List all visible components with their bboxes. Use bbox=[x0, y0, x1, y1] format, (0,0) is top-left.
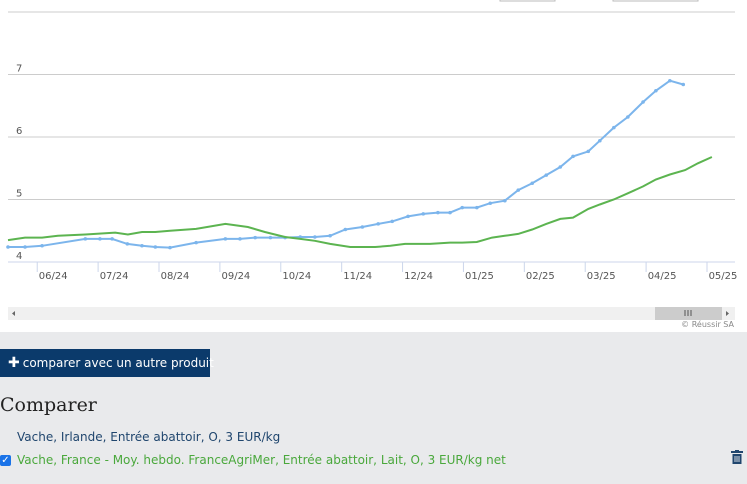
y-tick-label: 6 bbox=[16, 126, 22, 137]
x-tick-label: 09/24 bbox=[221, 271, 250, 282]
heading: Comparer bbox=[0, 394, 97, 416]
point bbox=[406, 214, 410, 219]
point bbox=[125, 242, 130, 246]
point bbox=[530, 181, 535, 186]
point bbox=[641, 100, 645, 104]
point bbox=[598, 138, 602, 143]
x-tick-label: 06/24 bbox=[39, 271, 68, 282]
point bbox=[153, 245, 158, 249]
point bbox=[238, 237, 242, 241]
credit: © Réussir SA bbox=[681, 319, 734, 329]
grip bbox=[684, 310, 692, 316]
point bbox=[168, 245, 172, 250]
point bbox=[390, 219, 395, 224]
point bbox=[586, 149, 591, 154]
x-tick-label: 01/25 bbox=[465, 271, 494, 282]
input-box[interactable] bbox=[499, 0, 556, 2]
compare-item[interactable]: Vache, France - Moy. hebdo. FranceAgriMe… bbox=[17, 453, 506, 467]
point bbox=[360, 225, 365, 229]
chart: © Réussir SA 4 5 6 7 06/24 07/24 08/24 09/24 10/… bbox=[0, 0, 747, 332]
point bbox=[83, 237, 88, 241]
point bbox=[98, 237, 102, 241]
x-tick-label: 02/25 bbox=[526, 271, 555, 282]
x-tick-label: 08/24 bbox=[161, 271, 190, 282]
x-tick-label: 07/24 bbox=[100, 271, 129, 282]
point bbox=[460, 205, 465, 210]
point bbox=[110, 237, 114, 241]
point bbox=[23, 245, 27, 249]
series-line bbox=[7, 156, 713, 248]
point bbox=[488, 201, 493, 206]
series-line bbox=[8, 79, 684, 249]
point bbox=[268, 235, 273, 240]
x-tick-label: 11/24 bbox=[343, 271, 372, 282]
point bbox=[503, 198, 507, 203]
point bbox=[475, 205, 479, 210]
point bbox=[343, 227, 348, 232]
point bbox=[436, 210, 440, 215]
x-tick-label: 10/24 bbox=[282, 271, 311, 282]
point bbox=[421, 212, 426, 216]
y-tick-label: 4 bbox=[16, 251, 22, 262]
point bbox=[40, 243, 44, 248]
scrollbar[interactable] bbox=[8, 307, 735, 320]
point bbox=[194, 240, 198, 245]
x-tick-label: 12/24 bbox=[404, 271, 433, 282]
point bbox=[558, 165, 563, 169]
x-tick-label: 05/25 bbox=[709, 271, 738, 282]
compare-button[interactable]: ✚ comparer avec un autre produit bbox=[0, 349, 214, 377]
y-tick-label: 7 bbox=[16, 64, 22, 75]
point bbox=[544, 173, 549, 177]
y-tick-label: 5 bbox=[16, 189, 22, 200]
point bbox=[571, 154, 575, 159]
point bbox=[328, 233, 332, 238]
point bbox=[6, 245, 10, 249]
point bbox=[668, 78, 672, 83]
point bbox=[140, 243, 144, 248]
x-tick-label: 04/25 bbox=[648, 271, 677, 282]
scroll-left[interactable] bbox=[12, 311, 15, 316]
point bbox=[313, 235, 317, 239]
point bbox=[626, 115, 630, 119]
point bbox=[223, 237, 228, 241]
input-box[interactable] bbox=[612, 0, 699, 2]
point bbox=[654, 88, 658, 93]
point bbox=[448, 210, 452, 215]
point bbox=[253, 235, 258, 240]
button-label: comparer avec un autre produit bbox=[22, 356, 214, 370]
delete-icon[interactable] bbox=[731, 450, 743, 464]
point bbox=[612, 125, 616, 130]
checkbox[interactable]: ✓ bbox=[0, 455, 11, 466]
point bbox=[681, 82, 686, 87]
scroll-right[interactable] bbox=[726, 311, 729, 316]
point bbox=[376, 222, 380, 226]
x-tick-label: 03/25 bbox=[587, 271, 616, 282]
point bbox=[516, 188, 521, 192]
compare-item[interactable]: Vache, Irlande, Entrée abattoir, O, 3 EU… bbox=[17, 430, 281, 444]
